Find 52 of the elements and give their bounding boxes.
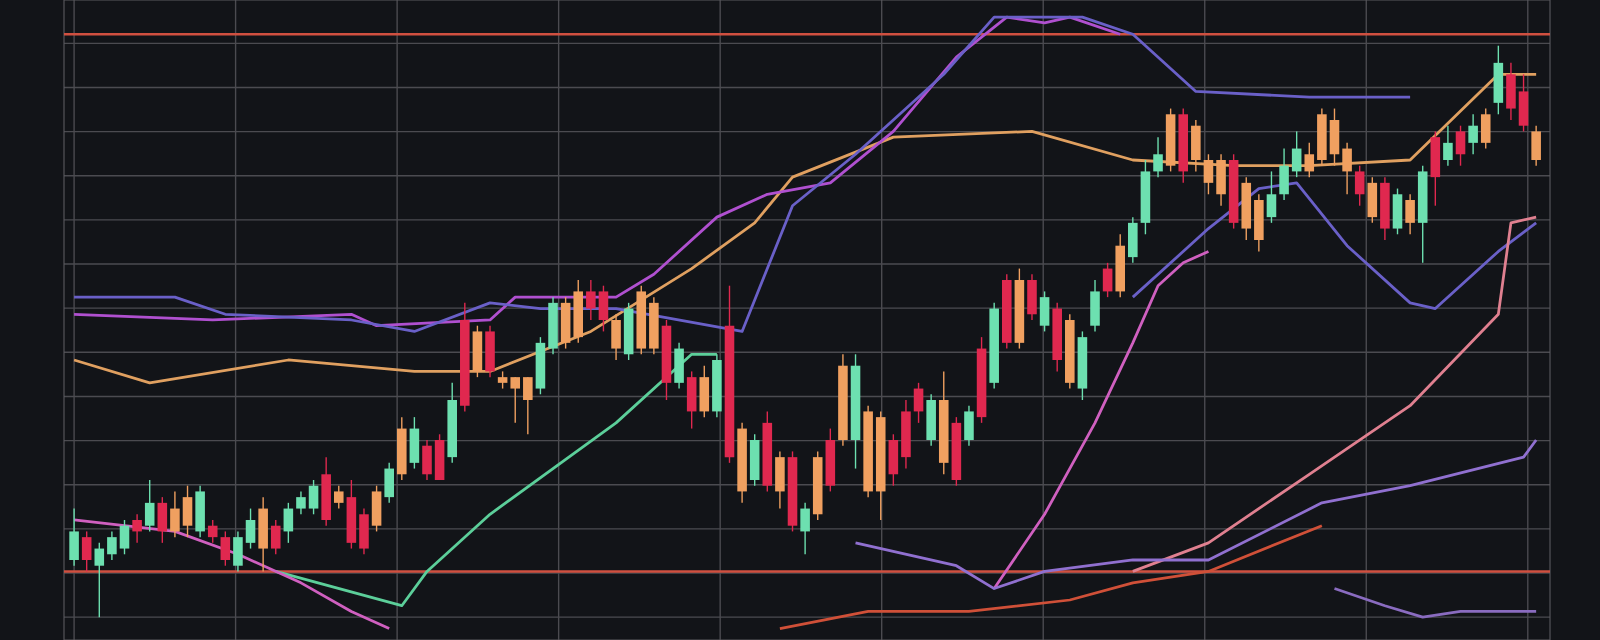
candlestick xyxy=(1468,113,1478,155)
candlestick xyxy=(1027,273,1037,321)
candlestick xyxy=(926,393,936,447)
candlestick xyxy=(913,382,924,424)
candlestick xyxy=(1115,233,1125,298)
candlestick xyxy=(207,519,218,544)
candlestick xyxy=(749,433,760,487)
candlestick xyxy=(1380,176,1390,241)
candlestick xyxy=(800,502,810,555)
candlestick xyxy=(1102,262,1113,298)
candlestick xyxy=(1493,45,1504,115)
candlestick xyxy=(964,405,974,447)
candlestick xyxy=(1128,216,1138,264)
candlestick xyxy=(283,502,294,544)
candlestick xyxy=(1090,279,1100,333)
candlestick xyxy=(1430,130,1441,207)
candlestick xyxy=(195,485,205,538)
candlestick xyxy=(699,365,710,418)
candlestick xyxy=(686,370,697,430)
candlestick xyxy=(371,485,382,533)
candlestick xyxy=(333,485,344,510)
candlestick xyxy=(1153,136,1163,178)
candlestick xyxy=(1039,290,1050,333)
candlestick xyxy=(1443,125,1453,167)
candlestick xyxy=(409,416,420,470)
candlestick xyxy=(1191,119,1201,173)
candlestick xyxy=(321,456,331,527)
candlestick xyxy=(1405,193,1415,235)
candlestick xyxy=(132,513,142,544)
candlestick xyxy=(1354,165,1365,207)
candlestick xyxy=(1455,125,1466,167)
candlestick xyxy=(157,496,168,544)
candlestick xyxy=(611,313,621,361)
candlestick xyxy=(775,450,785,510)
candlestick xyxy=(1367,176,1378,224)
candlestick xyxy=(623,302,634,361)
candlestick xyxy=(674,342,684,390)
candlestick xyxy=(1392,187,1403,235)
candlestick xyxy=(825,427,836,493)
candlestick xyxy=(258,496,268,573)
candlestick xyxy=(144,479,155,533)
candlestick xyxy=(396,416,407,481)
candlestick xyxy=(69,507,79,567)
candlestick xyxy=(81,530,92,573)
candlestick xyxy=(1480,107,1491,150)
candlestick xyxy=(1266,170,1277,224)
candlestick xyxy=(220,530,231,567)
candlestick xyxy=(384,462,394,504)
candlestick xyxy=(270,519,281,555)
candlestick xyxy=(472,325,483,378)
candlestick xyxy=(485,325,495,378)
candlestick xyxy=(1531,125,1541,167)
